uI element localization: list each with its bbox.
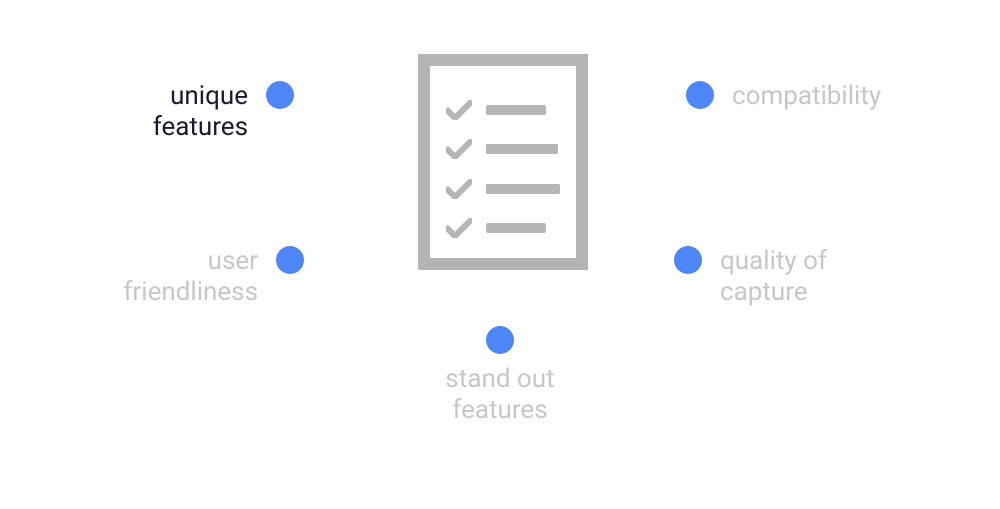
checklist-card-inner: [430, 66, 576, 258]
checklist-bar: [486, 184, 560, 194]
checklist-row: [430, 179, 576, 199]
checklist-row: [430, 100, 576, 120]
check-icon: [446, 100, 472, 120]
node-label: stand out features: [430, 364, 570, 426]
checklist-row: [430, 139, 576, 159]
node-user-friendliness: user friendliness: [98, 246, 304, 308]
node-compatibility: compatibility: [686, 81, 881, 112]
node-dot: [674, 246, 702, 274]
node-quality-of-capture: quality of capture: [674, 246, 860, 308]
node-dot: [276, 246, 304, 274]
checklist-bar: [486, 105, 546, 115]
check-icon: [446, 179, 472, 199]
node-stand-out-features: stand out features: [430, 326, 570, 426]
node-label: unique features: [128, 81, 248, 143]
diagram-stage: unique features user friendliness compatib…: [0, 0, 1000, 509]
node-dot: [686, 81, 714, 109]
node-label: user friendliness: [98, 246, 258, 308]
node-dot: [266, 81, 294, 109]
node-unique-features: unique features: [128, 81, 294, 143]
check-icon: [446, 139, 472, 159]
node-label: quality of capture: [720, 246, 860, 308]
checklist-card: [418, 54, 588, 270]
checklist-bar: [486, 144, 558, 154]
node-dot: [486, 326, 514, 354]
checklist-row: [430, 218, 576, 238]
node-label: compatibility: [732, 81, 881, 112]
check-icon: [446, 218, 472, 238]
checklist-bar: [486, 223, 546, 233]
